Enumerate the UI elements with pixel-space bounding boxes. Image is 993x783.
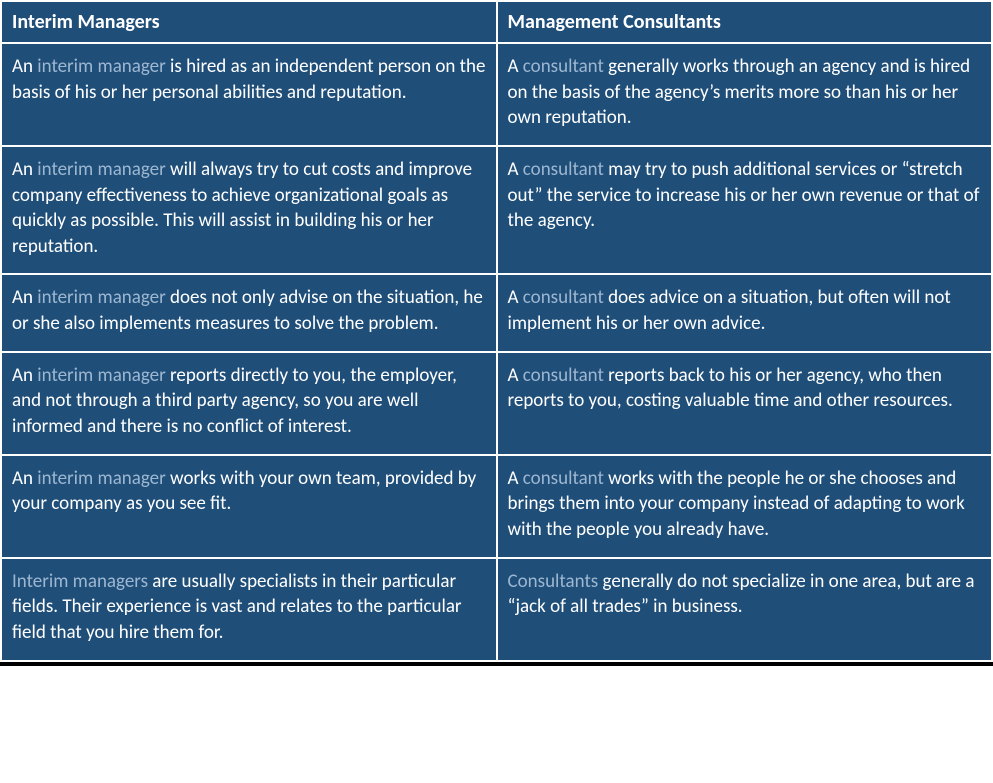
cell-text-prefix: An xyxy=(12,158,37,181)
table-header-row: Interim Managers Management Consultants xyxy=(1,1,992,43)
keyword-interim-manager: interim manager xyxy=(37,158,165,181)
cell-text-prefix: An xyxy=(12,467,37,490)
cell-text-prefix: A xyxy=(508,55,523,78)
table-row: Interim managers are usually specialists… xyxy=(1,558,992,661)
cell-interim-manager: An interim manager will always try to cu… xyxy=(1,146,497,275)
table-row: An interim manager will always try to cu… xyxy=(1,146,992,275)
keyword-interim-manager: Interim managers xyxy=(12,570,148,593)
cell-text-prefix: A xyxy=(508,158,523,181)
comparison-table: Interim Managers Management Consultants … xyxy=(0,0,993,662)
cell-interim-manager: Interim managers are usually specialists… xyxy=(1,558,497,661)
column-header-interim-managers: Interim Managers xyxy=(1,1,497,43)
cell-consultant: A consultant may try to push additional … xyxy=(497,146,993,275)
cell-text-prefix: A xyxy=(508,467,523,490)
cell-text-prefix: An xyxy=(12,364,37,387)
table-body: An interim manager is hired as an indepe… xyxy=(1,43,992,661)
keyword-consultant: consultant xyxy=(523,364,604,387)
cell-text-prefix: An xyxy=(12,55,37,78)
cell-interim-manager: An interim manager works with your own t… xyxy=(1,455,497,558)
keyword-consultant: consultant xyxy=(523,286,604,309)
cell-consultant: A consultant generally works through an … xyxy=(497,43,993,146)
cell-text-prefix: A xyxy=(508,286,523,309)
cell-interim-manager: An interim manager reports directly to y… xyxy=(1,352,497,455)
table-row: An interim manager works with your own t… xyxy=(1,455,992,558)
cell-text-prefix: An xyxy=(12,286,37,309)
column-header-management-consultants: Management Consultants xyxy=(497,1,993,43)
table-row: An interim manager does not only advise … xyxy=(1,274,992,351)
cell-consultant: A consultant reports back to his or her … xyxy=(497,352,993,455)
cell-interim-manager: An interim manager does not only advise … xyxy=(1,274,497,351)
cell-consultant: Consultants generally do not specialize … xyxy=(497,558,993,661)
cell-consultant: A consultant works with the people he or… xyxy=(497,455,993,558)
cell-text-prefix: A xyxy=(508,364,523,387)
keyword-interim-manager: interim manager xyxy=(37,364,165,387)
keyword-interim-manager: interim manager xyxy=(37,55,165,78)
keyword-consultant: consultant xyxy=(523,55,604,78)
table-row: An interim manager reports directly to y… xyxy=(1,352,992,455)
keyword-interim-manager: interim manager xyxy=(37,467,165,490)
keyword-consultant: consultant xyxy=(523,467,604,490)
table-bottom-border xyxy=(0,662,993,666)
keyword-consultant: consultant xyxy=(523,158,604,181)
keyword-interim-manager: interim manager xyxy=(37,286,165,309)
table-row: An interim manager is hired as an indepe… xyxy=(1,43,992,146)
keyword-consultant: Consultants xyxy=(508,570,599,593)
cell-consultant: A consultant does advice on a situation,… xyxy=(497,274,993,351)
cell-interim-manager: An interim manager is hired as an indepe… xyxy=(1,43,497,146)
